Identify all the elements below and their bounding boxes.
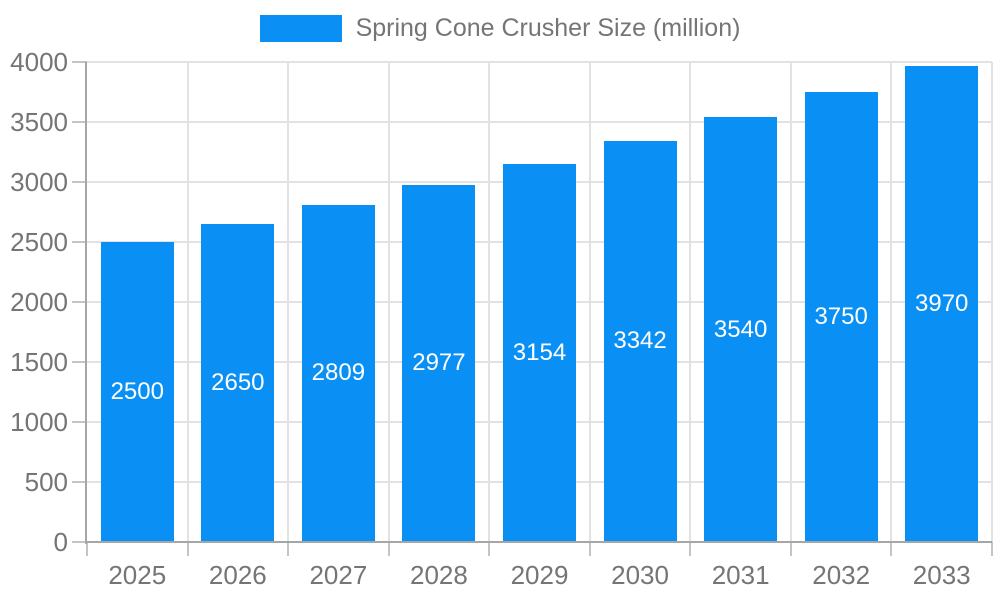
x-axis-tick: [387, 542, 390, 556]
bar[interactable]: [603, 140, 677, 542]
x-axis-tick-label: 2030: [611, 560, 669, 590]
y-axis-tick-label: 2000: [10, 287, 68, 317]
bar-value-label: 3154: [512, 338, 567, 366]
y-axis-tick-label: 4000: [10, 47, 68, 77]
bar-value-label: 3750: [814, 303, 868, 330]
legend: Spring Cone Crusher Size (million): [0, 14, 1000, 43]
x-gridline: [488, 62, 491, 542]
x-gridline: [186, 62, 189, 542]
x-axis-tick-label: 2027: [309, 560, 368, 590]
x-axis-tick: [588, 542, 591, 556]
x-axis-tick: [789, 542, 792, 556]
bar-value-label: 2650: [211, 369, 265, 396]
bar[interactable]: [201, 224, 275, 542]
y-axis-line: [85, 62, 87, 544]
x-axis-tick-label: 2025: [108, 560, 167, 590]
y-axis-tick-label: 0: [53, 527, 68, 557]
y-axis-tick: [72, 541, 87, 543]
bar[interactable]: [301, 204, 375, 542]
bar-value-label: 2977: [412, 349, 466, 377]
y-gridline: [87, 61, 992, 63]
x-axis-tick: [287, 542, 290, 556]
legend-item[interactable]: Spring Cone Crusher Size (million): [259, 14, 741, 43]
y-axis-tick: [72, 481, 87, 483]
bar[interactable]: [804, 92, 878, 542]
x-axis-tick: [689, 542, 692, 556]
bar-value-label: 3540: [713, 315, 768, 343]
x-gridline: [588, 62, 591, 542]
y-axis-tick: [72, 241, 87, 243]
y-axis-tick: [72, 121, 87, 123]
x-axis-tick-label: 2026: [208, 560, 267, 590]
y-gridline: [87, 121, 992, 123]
y-axis-tick-label: 500: [24, 467, 68, 497]
x-gridline: [387, 62, 390, 542]
x-axis-tick: [86, 542, 88, 556]
y-axis-tick: [72, 421, 87, 423]
bar-value-label: 3342: [613, 327, 667, 355]
y-axis-tick: [72, 61, 87, 63]
x-axis-tick: [186, 542, 189, 556]
y-axis-tick-label: 3500: [10, 107, 68, 137]
bar-value-label: 2809: [311, 359, 366, 387]
y-axis-tick: [72, 181, 87, 183]
y-axis-tick: [72, 361, 87, 363]
x-gridline: [890, 62, 893, 542]
x-gridline: [991, 62, 993, 542]
x-axis-tick: [991, 542, 993, 556]
x-axis-tick-label: 2033: [912, 560, 971, 590]
y-axis-tick-label: 1500: [10, 347, 68, 377]
x-gridline: [689, 62, 692, 542]
x-axis-tick-label: 2031: [711, 560, 770, 590]
x-axis-tick-label: 2029: [510, 560, 569, 590]
bar[interactable]: [402, 184, 476, 542]
x-axis-tick-label: 2032: [812, 560, 871, 590]
x-axis-tick: [890, 542, 893, 556]
x-gridline: [789, 62, 792, 542]
y-axis-tick-label: 1000: [10, 407, 68, 437]
x-axis-line: [85, 541, 992, 543]
bar[interactable]: [100, 242, 174, 542]
legend-label: Spring Cone Crusher Size (million): [355, 14, 741, 42]
x-axis-tick-label: 2028: [410, 560, 468, 590]
y-axis-tick-label: 2500: [10, 227, 68, 257]
x-axis-tick: [488, 542, 491, 556]
bar[interactable]: [503, 163, 576, 542]
bar-value-label: 3970: [915, 289, 969, 317]
bar[interactable]: [704, 117, 778, 542]
legend-swatch-icon: [259, 15, 342, 42]
y-axis-tick: [72, 301, 87, 303]
y-axis-tick-label: 3000: [10, 167, 68, 197]
bar-value-label: 2500: [110, 378, 164, 405]
x-gridline: [287, 62, 290, 542]
bar[interactable]: [905, 65, 979, 542]
